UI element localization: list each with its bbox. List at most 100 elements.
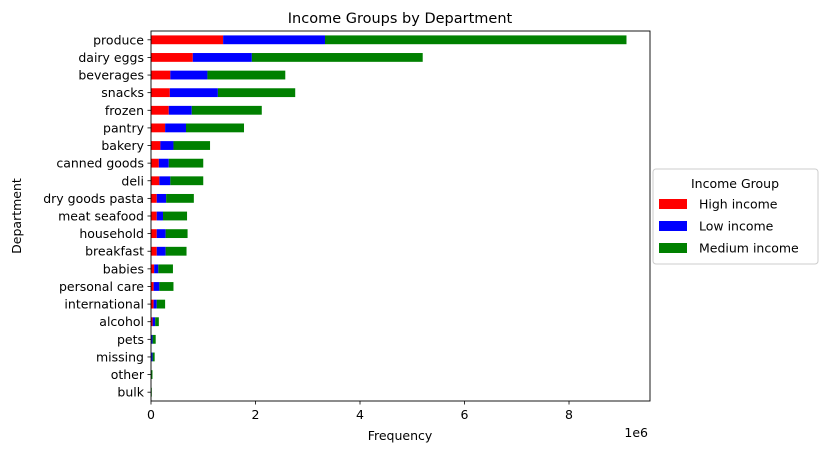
x-tick-label: 2	[252, 407, 260, 422]
bar-canned-goods-medium-income	[168, 158, 204, 168]
y-tick-label: alcohol	[99, 314, 144, 329]
legend-label: High income	[699, 197, 778, 212]
bar-produce-medium-income	[324, 35, 627, 45]
bar-deli-medium-income	[170, 176, 204, 186]
y-tick-label: personal care	[59, 279, 144, 294]
bar-missing-low-income	[151, 352, 153, 362]
bar-babies-high-income	[151, 264, 155, 274]
bar-other-medium-income	[151, 370, 153, 379]
bar-international-high-income	[151, 299, 154, 309]
bar-breakfast-low-income	[156, 246, 166, 256]
bar-snacks-high-income	[151, 88, 170, 98]
x-axis: 0 2 4 6 8	[147, 401, 573, 422]
bar-pantry-medium-income	[186, 123, 245, 133]
bar-breakfast-high-income	[151, 246, 157, 256]
bar-frozen-high-income	[151, 105, 169, 115]
y-tick-label: bulk	[117, 385, 144, 400]
bar-household-high-income	[151, 229, 157, 239]
bar-beverages-low-income	[170, 70, 208, 80]
bar-personal-care-high-income	[151, 282, 154, 291]
bar-dairy-eggs-low-income	[192, 53, 252, 62]
bar-meat-seafood-high-income	[151, 211, 157, 221]
bar-international-low-income	[153, 299, 157, 309]
y-tick-label: bakery	[101, 138, 144, 153]
legend-label: Low income	[699, 219, 774, 234]
bar-bakery-low-income	[160, 141, 174, 150]
bar-personal-care-medium-income	[159, 282, 174, 291]
y-tick-label: household	[79, 226, 144, 241]
bar-frozen-low-income	[168, 105, 192, 115]
bar-meat-seafood-medium-income	[163, 211, 188, 221]
y-tick-label: meat seafood	[58, 209, 144, 224]
bar-babies-medium-income	[158, 264, 173, 274]
y-tick-label: frozen	[105, 103, 144, 118]
legend-frame	[652, 168, 819, 265]
y-tick-label: international	[64, 297, 144, 312]
bar-breakfast-medium-income	[165, 246, 187, 256]
bar-meat-seafood-low-income	[156, 211, 164, 221]
x-tick-label: 8	[565, 407, 573, 422]
x-tick-label: 6	[461, 407, 469, 422]
bar-alcohol-low-income	[152, 317, 156, 327]
bar-bakery-high-income	[151, 141, 161, 150]
bar-beverages-medium-income	[207, 70, 286, 80]
y-axis: produce dairy eggs beverages snacks frozen pa…	[43, 32, 151, 400]
chart-title: Income Groups by Department	[288, 11, 513, 27]
bars-layer	[151, 35, 627, 397]
bar-dairy-eggs-high-income	[151, 53, 193, 62]
legend-swatch-low-income	[659, 221, 687, 231]
bar-alcohol-medium-income	[155, 317, 159, 327]
bar-household-medium-income	[165, 229, 188, 239]
legend-swatch-medium-income	[659, 243, 687, 253]
bar-deli-high-income	[151, 176, 160, 186]
bar-pantry-high-income	[151, 123, 166, 133]
legend-title: Income Group	[691, 176, 779, 191]
y-axis-label: Department	[9, 178, 24, 254]
legend-items: High income Low income Medium income	[659, 197, 799, 256]
legend-swatch-high-income	[659, 199, 687, 209]
y-tick-label: produce	[93, 32, 144, 47]
bar-dry-goods-pasta-medium-income	[166, 193, 194, 203]
bar-snacks-low-income	[169, 88, 218, 98]
bar-dry-goods-pasta-low-income	[156, 193, 167, 203]
bar-missing-medium-income	[152, 352, 155, 362]
y-tick-label: canned goods	[56, 156, 144, 171]
bar-household-low-income	[156, 229, 166, 239]
bar-canned-goods-low-income	[158, 158, 169, 168]
bar-babies-low-income	[154, 264, 159, 274]
y-tick-label: deli	[121, 173, 144, 188]
y-tick-label: other	[111, 367, 145, 382]
bar-frozen-medium-income	[191, 105, 262, 115]
plot-frame	[150, 30, 651, 402]
x-axis-label: Frequency	[368, 428, 433, 443]
bar-dairy-eggs-medium-income	[251, 53, 423, 62]
y-tick-label: beverages	[78, 68, 144, 83]
bar-pets-low-income	[151, 334, 153, 344]
bar-international-medium-income	[156, 299, 166, 309]
y-tick-label: snacks	[101, 85, 144, 100]
bar-pantry-low-income	[165, 123, 187, 133]
y-tick-label: pantry	[103, 120, 145, 135]
x-tick-label: 4	[356, 407, 364, 422]
bar-deli-low-income	[159, 176, 171, 186]
bar-pets-medium-income	[152, 334, 156, 344]
bar-alcohol-high-income	[151, 317, 153, 327]
bar-produce-low-income	[223, 35, 325, 45]
legend-label: Medium income	[699, 241, 799, 256]
bar-beverages-high-income	[151, 70, 171, 80]
bar-canned-goods-high-income	[151, 158, 159, 168]
bar-bakery-medium-income	[173, 141, 211, 150]
x-axis-offset-label: 1e6	[624, 425, 648, 440]
bar-bulk-medium-income	[151, 387, 152, 397]
bar-dry-goods-pasta-high-income	[151, 193, 157, 203]
bar-personal-care-low-income	[153, 282, 160, 291]
legend: Income Group High income Low income Medium…	[652, 168, 819, 265]
y-tick-label: missing	[96, 349, 144, 364]
y-tick-label: dry goods pasta	[43, 191, 144, 206]
y-tick-label: dairy eggs	[78, 50, 144, 65]
bar-produce-high-income	[151, 35, 224, 45]
y-tick-label: breakfast	[85, 244, 144, 259]
bar-snacks-medium-income	[217, 88, 296, 98]
x-tick-label: 0	[147, 407, 155, 422]
